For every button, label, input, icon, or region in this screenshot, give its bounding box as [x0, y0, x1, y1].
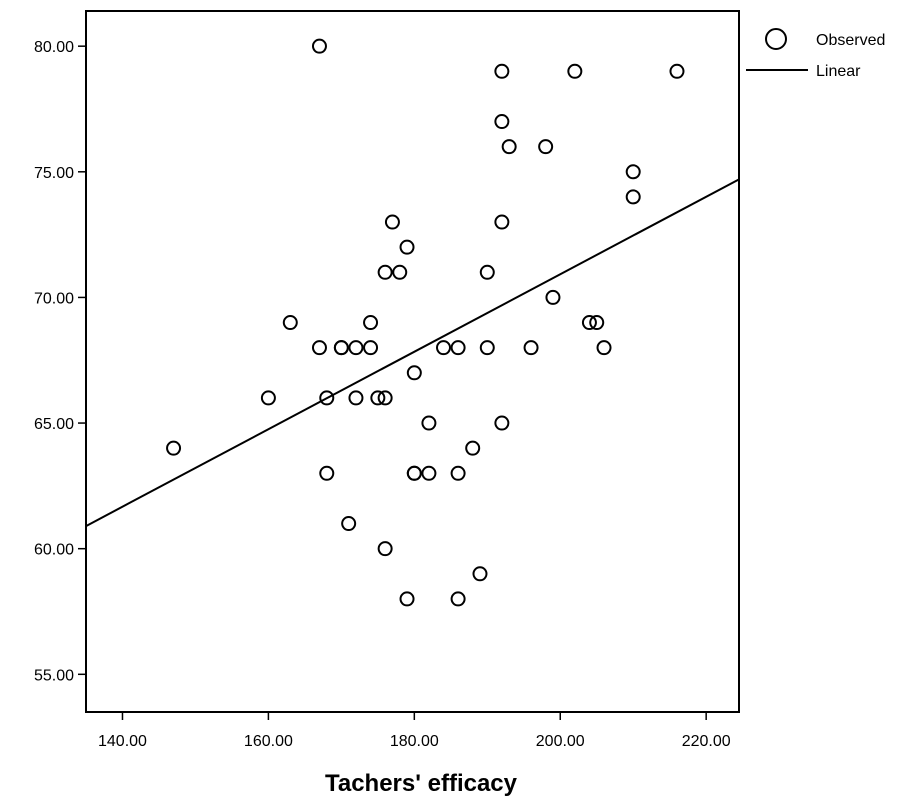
observed-point [348, 390, 364, 406]
observed-point [421, 465, 437, 481]
observed-point [311, 340, 327, 356]
observed-point [625, 189, 641, 205]
observed-point [494, 214, 510, 230]
observed-point [545, 289, 561, 305]
legend: Observed Linear [746, 28, 885, 80]
observed-point [472, 566, 488, 582]
y-tick-label: 80.00 [34, 39, 74, 56]
observed-point [392, 264, 408, 280]
y-tick-label: 65.00 [34, 416, 74, 433]
legend-linear-label: Linear [816, 63, 861, 80]
y-tick-label: 60.00 [34, 542, 74, 559]
observed-point [494, 63, 510, 79]
observed-point [363, 315, 379, 331]
linear-fit-group [85, 178, 740, 527]
legend-observed-label: Observed [816, 32, 885, 49]
observed-point [523, 340, 539, 356]
x-tick-label: 160.00 [244, 733, 293, 750]
x-tick-label: 140.00 [98, 733, 147, 750]
x-axis-ticks: 140.00 160.00 180.00 200.00 220.00 [98, 712, 731, 750]
y-tick-label: 55.00 [34, 667, 74, 684]
observed-point [399, 239, 415, 255]
x-tick-label: 220.00 [682, 733, 731, 750]
observed-point [538, 139, 554, 155]
observed-point [377, 390, 393, 406]
observed-points [166, 38, 685, 607]
observed-point [421, 415, 437, 431]
observed-point [494, 114, 510, 130]
observed-point [311, 38, 327, 54]
observed-point [384, 214, 400, 230]
observed-point [625, 164, 641, 180]
x-tick-label: 180.00 [390, 733, 439, 750]
observed-point [589, 315, 605, 331]
x-axis-title: Tachers' efficacy [325, 770, 518, 797]
plot-frame [85, 10, 740, 713]
observed-point [319, 390, 335, 406]
observed-point [377, 541, 393, 557]
observed-point [370, 390, 386, 406]
y-tick-label: 75.00 [34, 165, 74, 182]
observed-point [406, 465, 422, 481]
observed-point [567, 63, 583, 79]
observed-point [377, 264, 393, 280]
y-tick-label: 70.00 [34, 290, 74, 307]
observed-point [166, 440, 182, 456]
linear-fit-line [85, 178, 740, 527]
observed-point [399, 591, 415, 607]
observed-point [333, 340, 349, 356]
observed-point [669, 63, 685, 79]
observed-point [436, 340, 452, 356]
legend-observed-marker [765, 28, 787, 50]
observed-point [341, 516, 357, 532]
observed-point [319, 465, 335, 481]
observed-point [450, 465, 466, 481]
observed-point [260, 390, 276, 406]
observed-point [450, 591, 466, 607]
observed-point [465, 440, 481, 456]
observed-point [450, 340, 466, 356]
observed-point [406, 365, 422, 381]
observed-point [581, 315, 597, 331]
observed-point [479, 264, 495, 280]
observed-point [494, 415, 510, 431]
observed-point [363, 340, 379, 356]
observed-point [596, 340, 612, 356]
observed-point [479, 340, 495, 356]
y-axis-ticks: 55.00 60.00 65.00 70.00 75.00 80.00 [34, 39, 86, 684]
observed-point [348, 340, 364, 356]
x-tick-label: 200.00 [536, 733, 585, 750]
observed-point [501, 139, 517, 155]
observed-point [282, 315, 298, 331]
